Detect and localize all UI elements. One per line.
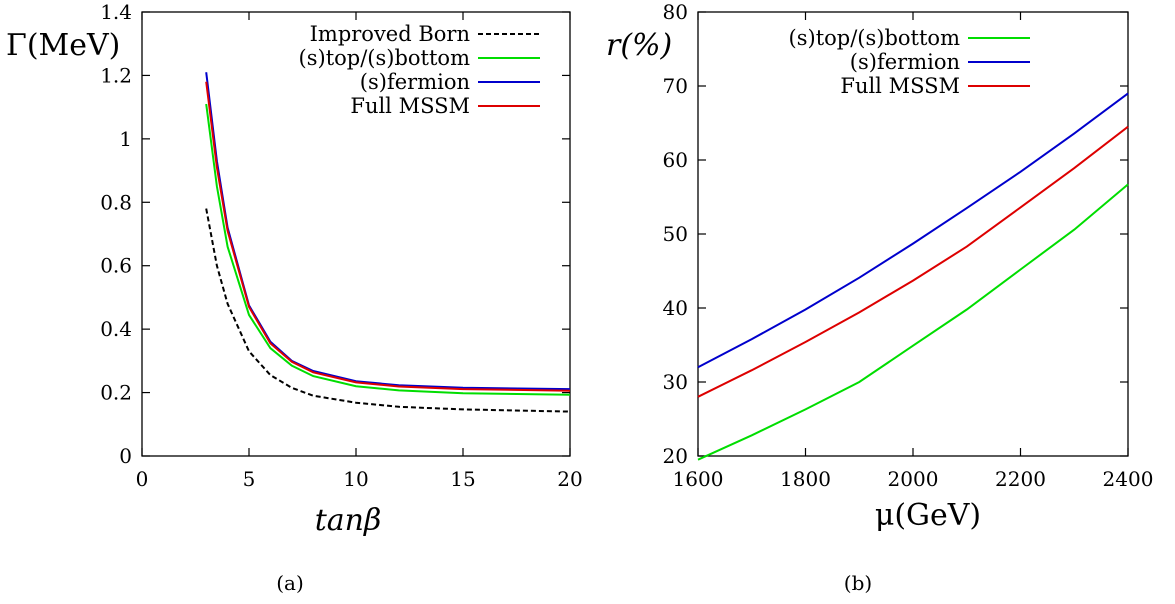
x-tick-label: 1800: [780, 467, 831, 491]
series-line-2: [697, 125, 1129, 398]
legend-label-1: (s)top/(s)bottom: [299, 46, 471, 70]
x-tick-label: 0: [136, 467, 149, 491]
panel-a-chart: 0 5 10 15 20 0 0.2 0.4 0.6 0.8 1 1.2 1.4 Improved Bo…: [6, 0, 583, 595]
y-tick-label: 40: [663, 296, 688, 320]
x-tick-label: 5: [243, 467, 256, 491]
panel-a-y-axis-title: Γ(MeV): [6, 28, 120, 63]
series-line-2: [205, 72, 571, 391]
x-tick-label: 2200: [995, 467, 1046, 491]
x-tick-label: 15: [450, 467, 475, 491]
series-line-0: [697, 183, 1129, 461]
y-tick-label: 0.8: [100, 190, 132, 214]
panel-b-series: [697, 92, 1129, 461]
x-tick-label: 1600: [673, 467, 724, 491]
y-tick-label: 30: [663, 370, 688, 394]
legend-label-2: Full MSSM: [840, 74, 960, 98]
panel-a-caption: (a): [276, 571, 304, 595]
series-line-3: [205, 81, 571, 392]
y-tick-label: 1.4: [100, 0, 132, 24]
y-tick-label: 20: [663, 444, 688, 468]
y-tick-label: 1.2: [100, 63, 132, 87]
y-tick-label: 0.4: [100, 317, 132, 341]
series-line-1: [697, 92, 1129, 369]
y-tick-label: 80: [663, 0, 688, 24]
y-tick-label: 50: [663, 222, 688, 246]
y-tick-label: 1: [119, 127, 132, 151]
y-tick-label: 60: [663, 148, 688, 172]
x-tick-label: 20: [557, 467, 582, 491]
legend-label-0: Improved Born: [310, 22, 470, 46]
legend-label-3: Full MSSM: [350, 94, 470, 118]
x-tick-label: 2400: [1103, 467, 1154, 491]
y-tick-label: 70: [663, 74, 688, 98]
legend-label-1: (s)fermion: [850, 50, 960, 74]
panel-b-ticks: 1600 1800 2000 2200 2400 20 30 40 50 60 70 80: [663, 0, 1154, 491]
y-tick-label: 0: [119, 444, 132, 468]
series-line-1: [205, 103, 571, 396]
x-tick-label: 2000: [888, 467, 939, 491]
legend-label-2: (s)fermion: [360, 70, 470, 94]
panel-b-x-axis-title: μ(GeV): [875, 498, 981, 533]
y-tick-label: 0.2: [100, 381, 132, 405]
series-line-0: [205, 208, 571, 413]
x-tick-label: 10: [343, 467, 368, 491]
legend-label-0: (s)top/(s)bottom: [789, 26, 961, 50]
panel-b-y-axis-title: r(%): [606, 28, 672, 63]
panel-b-caption: (b): [844, 571, 872, 595]
panel-a-ticks: 0 5 10 15 20 0 0.2 0.4 0.6 0.8 1 1.2 1.4: [100, 0, 583, 491]
panel-a-legend: Improved Born(s)top/(s)bottom(s)fermionF…: [299, 22, 540, 118]
panel-a-series: [205, 72, 571, 413]
y-tick-label: 0.6: [100, 254, 132, 278]
panel-b-chart: 1600 1800 2000 2200 2400 20 30 40 50 60 70 80 (s)to…: [606, 0, 1153, 595]
panel-a-x-axis-title: tanβ: [315, 503, 382, 538]
